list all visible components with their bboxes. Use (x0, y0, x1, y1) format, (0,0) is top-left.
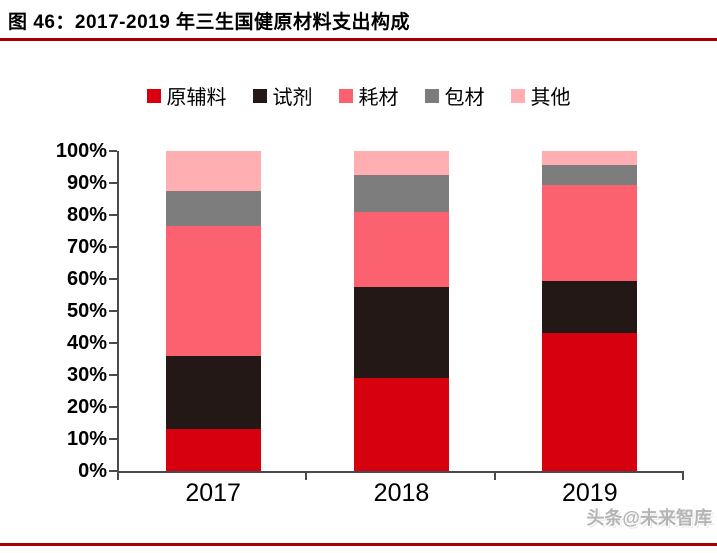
bar-segment (542, 280, 638, 334)
bar-segment (354, 211, 449, 288)
legend-swatch-icon (338, 88, 353, 103)
y-axis-tick-mark (109, 278, 117, 280)
x-axis-tick-mark (682, 473, 684, 480)
bar-segment (354, 378, 449, 471)
x-axis-tick-mark (493, 473, 496, 480)
y-axis-tick-label: 80% (66, 204, 107, 226)
y-axis-tick-label: 20% (66, 396, 107, 418)
y-axis-tick-mark (109, 470, 117, 472)
legend-swatch-icon (424, 88, 439, 103)
y-axis-tick-mark (109, 438, 117, 440)
legend-item: 耗材 (338, 81, 399, 110)
watermark: 头条@未来智库 (586, 508, 712, 528)
bar-column (542, 151, 638, 471)
y-axis-tick-mark (109, 182, 117, 184)
legend-swatch-icon (510, 88, 525, 103)
y-axis-tick-mark (109, 342, 117, 344)
bar-segment (165, 151, 261, 192)
y-axis-tick-label: 10% (66, 428, 107, 450)
legend-label: 耗材 (358, 87, 399, 109)
legend-swatch-icon (146, 88, 161, 103)
x-axis-tick-mark (305, 473, 308, 480)
bottom-divider (0, 543, 717, 546)
top-divider (0, 38, 717, 41)
x-axis-tick-mark (117, 473, 119, 480)
y-axis-tick-label: 50% (66, 300, 107, 322)
x-axis-label: 2018 (373, 479, 430, 507)
x-axis-label: 2017 (185, 479, 241, 507)
bar-segment (165, 429, 261, 471)
bar-segment (354, 151, 449, 176)
x-axis-label: 2019 (562, 479, 618, 507)
y-axis-tick-mark (109, 214, 117, 216)
bar-segment (165, 226, 261, 356)
legend-label: 包材 (444, 87, 485, 109)
bar-column (354, 151, 449, 471)
y-axis-tick-label: 60% (66, 268, 107, 290)
y-axis-tick-label: 100% (55, 140, 107, 162)
legend-item: 原辅料 (146, 81, 227, 110)
y-axis-tick-mark (109, 246, 117, 248)
y-axis-tick-mark (109, 374, 117, 376)
chart-legend: 原辅料 试剂 耗材 包材 其他 (0, 81, 717, 110)
bar-segment (542, 151, 638, 166)
bar-segment (354, 287, 449, 379)
legend-label: 试剂 (272, 87, 313, 109)
bar-segment (165, 355, 261, 430)
legend-item: 试剂 (252, 81, 313, 110)
bar-segment (165, 191, 261, 227)
y-axis-tick-label: 0% (78, 460, 107, 482)
bar-segment (542, 165, 638, 185)
y-axis-tick-mark (109, 150, 117, 152)
figure-title: 图 46：2017-2019 年三生国健原材料支出构成 (8, 12, 411, 33)
bar-segment (542, 333, 638, 471)
bar-segment (542, 184, 638, 281)
legend-label: 其他 (530, 87, 571, 109)
y-axis-tick-label: 40% (66, 332, 107, 354)
y-axis-tick-mark (109, 310, 117, 312)
y-axis-tick-label: 70% (66, 236, 107, 258)
y-axis-tick-label: 30% (66, 364, 107, 386)
bar-column (165, 151, 261, 471)
y-axis-tick-mark (109, 406, 117, 408)
legend-item: 包材 (424, 81, 485, 110)
legend-swatch-icon (252, 88, 267, 103)
y-axis-tick-label: 90% (66, 172, 107, 194)
legend-label: 原辅料 (166, 87, 227, 109)
plot-area: 100% 90% 80% 70% 60% 50% 40% 30% 20% 10% 0% (56, 141, 684, 481)
x-axis-labels: 2017 2018 2019 (119, 479, 684, 509)
bar-segment (354, 175, 449, 212)
legend-item: 其他 (510, 81, 571, 110)
